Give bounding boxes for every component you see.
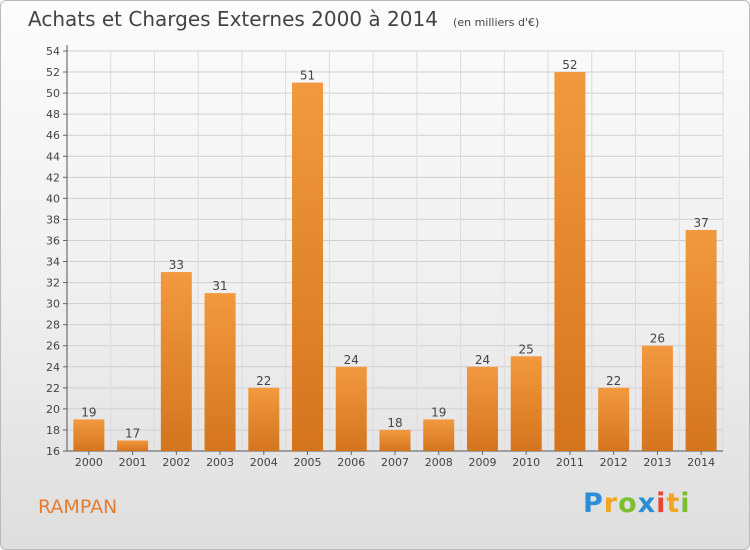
y-tick-label: 28: [46, 319, 60, 332]
bar: [641, 345, 673, 451]
y-tick-label: 46: [46, 129, 60, 142]
y-tick-label: 30: [46, 298, 60, 311]
commune-name: RAMPAN: [38, 496, 118, 518]
bar: [379, 429, 411, 451]
x-tick-label: 2000: [75, 456, 103, 469]
x-tick-label: 2007: [381, 456, 409, 469]
logo-letter: x: [637, 488, 657, 519]
x-tick-label: 2002: [162, 456, 190, 469]
label-layer: 19 2000 17 2001 33 2002 31 2003 22 2004 51 2005 24 20…: [75, 58, 715, 469]
y-tick-label: 32: [46, 277, 60, 290]
chart-unit-note: (en milliers d'€): [453, 16, 540, 29]
bar: [598, 387, 630, 451]
data-label: 26: [650, 332, 665, 346]
data-label: 31: [212, 279, 227, 293]
logo-letter: t: [666, 488, 681, 519]
proxiti-logo: Proxiti: [583, 488, 691, 519]
x-tick-label: 2013: [643, 456, 671, 469]
bar: [335, 366, 367, 451]
x-tick-label: 2001: [119, 456, 147, 469]
x-tick-label: 2010: [512, 456, 540, 469]
data-label: 24: [344, 353, 359, 367]
y-tick-label: 22: [46, 382, 60, 395]
title-row: Achats et Charges Externes 2000 à 2014 (…: [28, 7, 539, 31]
bar: [117, 440, 149, 451]
bar: [248, 387, 280, 451]
data-label: 19: [81, 405, 96, 419]
y-tick-label: 24: [46, 361, 60, 374]
data-label: 18: [387, 416, 402, 430]
chart-title: Achats et Charges Externes 2000 à 2014: [28, 7, 438, 31]
data-label: 33: [169, 258, 184, 272]
x-tick-label: 2005: [294, 456, 322, 469]
logo-letter: o: [618, 488, 638, 519]
x-tick-label: 2004: [250, 456, 278, 469]
data-label: 25: [519, 342, 534, 356]
data-label: 52: [562, 58, 577, 72]
y-tick-label: 44: [46, 150, 60, 163]
bar: [204, 293, 236, 451]
y-tick-label: 20: [46, 403, 60, 416]
data-label: 37: [693, 216, 708, 230]
x-tick-label: 2006: [337, 456, 365, 469]
x-tick-label: 2009: [468, 456, 496, 469]
bar: [554, 72, 586, 451]
data-label: 22: [606, 374, 621, 388]
bar: [73, 419, 105, 451]
bar: [685, 229, 717, 451]
y-tick-label: 48: [46, 108, 60, 121]
y-tick-label: 50: [46, 87, 60, 100]
y-tick-label: 18: [46, 424, 60, 437]
x-tick-label: 2014: [687, 456, 715, 469]
y-tick-label: 16: [46, 445, 60, 458]
y-tick-label: 34: [46, 256, 60, 269]
logo-letter: i: [680, 488, 691, 519]
x-tick-label: 2003: [206, 456, 234, 469]
y-tick-label: 40: [46, 192, 60, 205]
bar: [292, 82, 324, 451]
data-label: 51: [300, 69, 315, 83]
data-label: 24: [475, 353, 490, 367]
x-tick-label: 2008: [425, 456, 453, 469]
logo-letter: P: [583, 488, 604, 519]
bar: [160, 272, 192, 451]
y-tick-label: 26: [46, 340, 60, 353]
bar: [510, 356, 542, 451]
data-label: 19: [431, 405, 446, 419]
logo-letter: r: [603, 488, 619, 519]
y-tick-label: 38: [46, 213, 60, 226]
x-tick-label: 2012: [600, 456, 628, 469]
logo-letter: i: [656, 488, 667, 519]
data-label: 22: [256, 374, 271, 388]
bar-layer: [73, 72, 717, 451]
y-tick-label: 52: [46, 66, 60, 79]
y-tick-label: 54: [46, 45, 60, 58]
y-tick-label: 36: [46, 234, 60, 247]
x-tick-label: 2011: [556, 456, 584, 469]
bar: [466, 366, 498, 451]
y-tick-label: 42: [46, 171, 60, 184]
bar: [423, 419, 455, 451]
data-label: 17: [125, 426, 140, 440]
